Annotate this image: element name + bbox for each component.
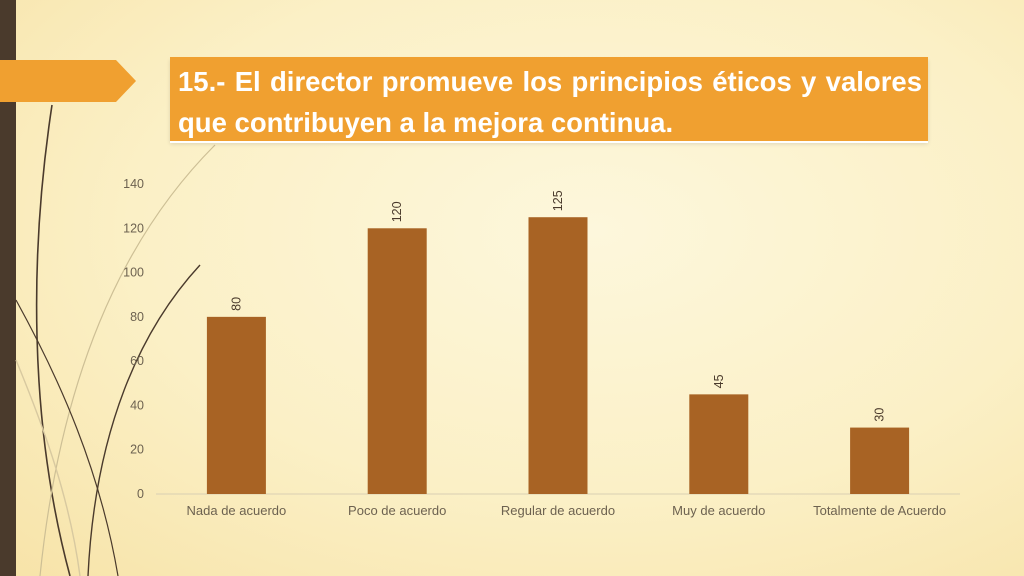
bar-data-label: 125 <box>551 190 565 211</box>
bar <box>850 427 910 494</box>
bar <box>206 316 266 494</box>
y-tick-label: 20 <box>130 443 144 457</box>
category-labels: Nada de acuerdo Poco de acuerdo Regular de… <box>187 503 947 518</box>
slide-title: 15.- El director promueve los principios… <box>178 66 922 138</box>
sidebar-strip <box>0 0 16 576</box>
category-label: Nada de acuerdo <box>187 503 287 518</box>
bar-data-label: 45 <box>712 374 726 388</box>
y-tick-label: 40 <box>130 398 144 412</box>
bar <box>689 394 749 494</box>
y-tick-label: 120 <box>123 221 144 235</box>
y-tick-label: 60 <box>130 354 144 368</box>
y-axis-ticks: 0 20 40 60 80 100 120 140 <box>123 177 144 501</box>
y-tick-label: 100 <box>123 266 144 280</box>
y-tick-label: 0 <box>137 487 144 501</box>
bar-data-label: 80 <box>229 297 243 311</box>
category-label: Totalmente de Acuerdo <box>813 503 946 518</box>
y-tick-label: 140 <box>123 177 144 191</box>
category-label: Poco de acuerdo <box>348 503 446 518</box>
category-label: Regular de acuerdo <box>501 503 615 518</box>
bar-data-label: 30 <box>873 408 887 422</box>
bar-data-label: 120 <box>390 201 404 222</box>
bar <box>528 217 588 494</box>
y-tick-label: 80 <box>130 310 144 324</box>
decorative-curves <box>15 104 216 576</box>
slide-title-box: 15.- El director promueve los principios… <box>170 57 928 141</box>
title-arrow-tab <box>0 60 136 102</box>
bar <box>367 228 427 495</box>
data-labels: 80 120 125 45 30 <box>229 190 886 421</box>
bar-series <box>206 217 910 495</box>
category-label: Muy de acuerdo <box>672 503 765 518</box>
